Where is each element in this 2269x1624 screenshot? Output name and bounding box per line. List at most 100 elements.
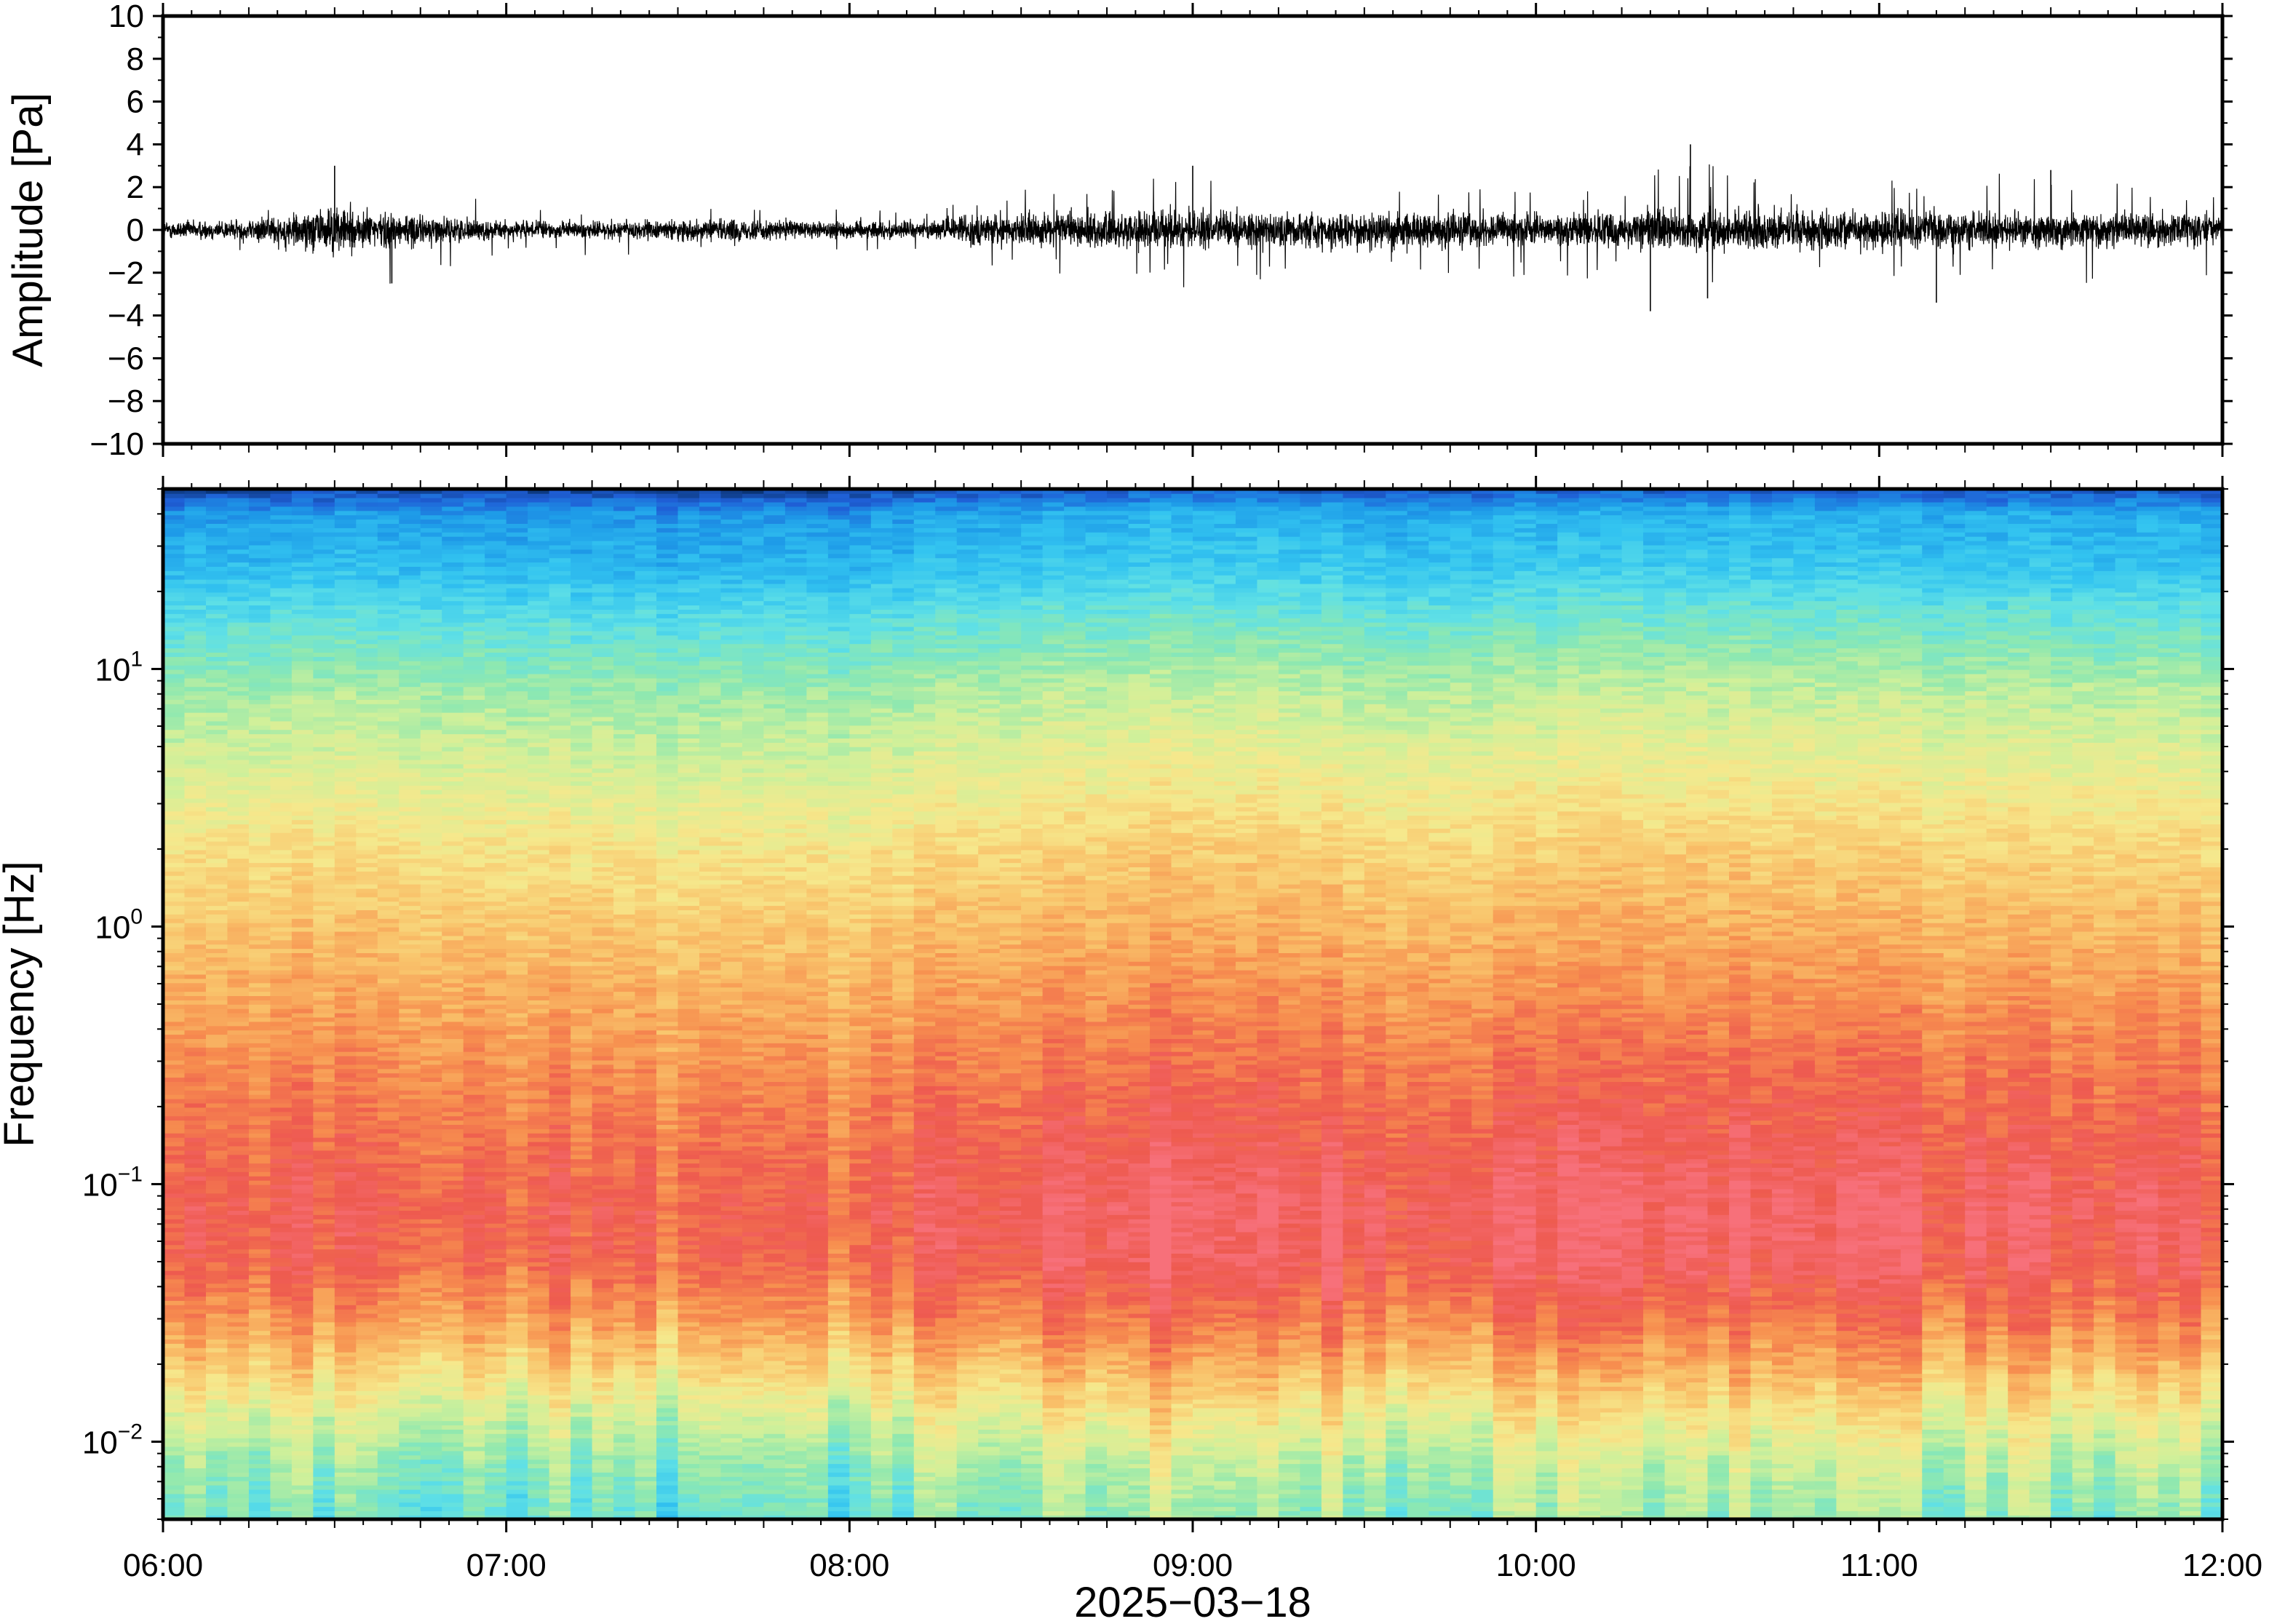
spectrogram-cell <box>270 605 293 610</box>
spectrogram-cell <box>270 596 293 602</box>
spectrogram-cell <box>163 1000 186 1005</box>
spectrogram-cell <box>227 974 250 979</box>
spectrogram-cell <box>227 519 250 524</box>
spectrogram-cell <box>270 763 293 769</box>
spectrogram-cell <box>313 909 335 915</box>
spectrogram-cell <box>313 1321 335 1327</box>
spectrogram-cell <box>356 514 378 520</box>
spectrogram-cell <box>334 1326 357 1332</box>
spectrogram-cell <box>163 1077 186 1082</box>
spectrogram-cell <box>184 600 207 606</box>
spectrogram-cell <box>420 1369 443 1374</box>
spectrogram-cell <box>356 759 378 765</box>
spectrogram-cell <box>549 922 571 928</box>
spectrogram-cell <box>291 1188 314 1194</box>
spectrogram-cell <box>506 1098 528 1104</box>
spectrogram-cell <box>399 686 421 692</box>
spectrogram-cell <box>549 699 571 704</box>
spectrogram-cell <box>442 621 464 627</box>
spectrogram-cell <box>313 883 335 889</box>
spectrogram-cell <box>377 566 400 571</box>
spectrogram-cell <box>334 1124 357 1129</box>
spectrogram-cell <box>506 1468 528 1473</box>
spectrogram-cell <box>227 991 250 996</box>
spectrogram-cell <box>549 781 571 786</box>
spectrogram-cell <box>549 1043 571 1048</box>
spectrogram-cell <box>506 987 528 992</box>
spectrogram-cell <box>205 618 229 623</box>
spectrogram-cell <box>205 699 229 704</box>
spectrogram-cell <box>528 1179 550 1185</box>
spectrogram-cell <box>313 1072 335 1078</box>
spectrogram-cell <box>184 1016 207 1022</box>
spectrogram-cell <box>205 909 229 915</box>
spectrogram-cell <box>485 944 507 950</box>
spectrogram-cell <box>205 1021 229 1027</box>
spectrogram-cell <box>270 1249 293 1254</box>
spectrogram-cell <box>377 1068 400 1074</box>
spectrogram-cell <box>377 1111 400 1117</box>
spectrogram-cell <box>528 802 550 808</box>
spectrogram-cell <box>549 1012 571 1018</box>
spectrogram-cell <box>313 991 335 996</box>
spectrogram-cell <box>184 1107 207 1112</box>
spectrogram-cell <box>334 1274 357 1280</box>
spectrogram-cell <box>592 1137 614 1142</box>
spectrogram-cell <box>248 1145 271 1151</box>
spectrogram-cell <box>313 686 335 692</box>
spectrogram-cell <box>549 1515 571 1519</box>
spectrogram-cell <box>163 867 186 872</box>
spectrogram-cell <box>463 845 485 851</box>
spectrogram-cell <box>313 1137 335 1142</box>
spectrogram-cell <box>420 1506 443 1511</box>
spectrogram-cell <box>313 1253 335 1258</box>
spectrogram-cell <box>291 1351 314 1357</box>
spectrogram-cell <box>399 1472 421 1477</box>
spectrogram-cell <box>163 652 186 657</box>
spectrogram-cell <box>442 686 464 692</box>
spectrogram-cell <box>248 549 271 554</box>
spectrogram-cell <box>442 514 464 520</box>
spectrogram-cell <box>571 1348 593 1353</box>
spectrogram-cell <box>334 523 357 528</box>
spectrogram-cell <box>356 747 378 752</box>
spectrogram-cell <box>227 1459 250 1465</box>
spectrogram-cell <box>528 871 550 876</box>
spectrogram-cell <box>571 1472 593 1477</box>
spectrogram-cell <box>313 1407 335 1413</box>
spectrogram-cell <box>163 1348 186 1353</box>
spectrogram-cell <box>592 974 614 979</box>
spectrogram-cell <box>205 626 229 632</box>
spectrogram-cell <box>571 707 593 713</box>
spectrogram-cell <box>334 707 357 713</box>
spectrogram-cell <box>163 566 186 571</box>
spectrogram-cell <box>420 1377 443 1382</box>
spectrogram-cell <box>463 1459 485 1465</box>
spectrogram-cell <box>291 1081 314 1086</box>
spectrogram-cell <box>377 750 400 756</box>
spectrogram-cell <box>399 1129 421 1134</box>
spectrogram-cell <box>442 592 464 597</box>
spectrogram-cell <box>356 489 378 494</box>
spectrogram-cell <box>163 1441 186 1447</box>
spectrogram-cell <box>356 1034 378 1039</box>
spectrogram-cell <box>313 1081 335 1086</box>
spectrogram-cell <box>420 695 443 700</box>
spectrogram-cell <box>356 639 378 645</box>
spectrogram-cell <box>227 609 250 614</box>
spectrogram-cell <box>184 1382 207 1387</box>
spectrogram-cell <box>227 1124 250 1129</box>
spectrogram-cell <box>334 575 357 580</box>
spectrogram-cell <box>205 961 229 966</box>
spectrogram-cell <box>356 557 378 563</box>
spectrogram-cell <box>485 935 507 941</box>
spectrogram-cell <box>227 978 250 984</box>
spectrogram-cell <box>592 1506 614 1511</box>
spectrogram-cell <box>248 575 271 580</box>
spectrogram-cell <box>248 1390 271 1396</box>
spectrogram-cell <box>313 528 335 533</box>
spectrogram-cell <box>334 867 357 872</box>
spectrogram-cell <box>248 819 271 824</box>
spectrogram-cell <box>291 1086 314 1091</box>
spectrogram-cell <box>270 1308 293 1314</box>
